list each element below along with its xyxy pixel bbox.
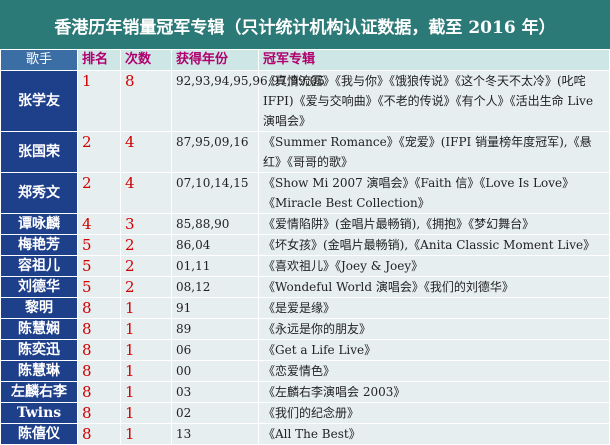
years-cell: 00 (172, 361, 258, 381)
albums-cell: 《永远是你的朋友》 (259, 319, 609, 339)
singer-cell: Twins (1, 403, 77, 423)
count-cell: 1 (121, 403, 171, 423)
table-row: 陈慧琳 8 1 00 《恋爱情色》 (1, 361, 609, 381)
count-cell: 3 (121, 214, 171, 234)
singer-cell: 陈奕迅 (1, 340, 77, 360)
singer-cell: 梅艳芳 (1, 235, 77, 255)
count-cell: 1 (121, 340, 171, 360)
singer-cell: 刘德华 (1, 277, 77, 297)
singer-cell: 张国荣 (1, 132, 77, 172)
count-cell: 1 (121, 382, 171, 402)
albums-cell: 《爱情陷阱》(金唱片最畅销),《拥抱》《梦幻舞台》 (259, 214, 609, 234)
count-cell: 8 (121, 71, 171, 131)
header-row: 歌手 排名 次数 获得年份 冠军专辑 (1, 50, 609, 70)
singer-cell: 张学友 (1, 71, 77, 131)
table-row: 容祖儿 5 2 01,11 《喜欢祖儿》《Joey & Joey》 (1, 256, 609, 276)
years-cell: 07,10,14,15 (172, 173, 258, 213)
albums-cell: 《All The Best》 (259, 424, 609, 444)
rank-cell: 8 (78, 298, 120, 318)
years-cell: 02 (172, 403, 258, 423)
albums-cell: 《我们的纪念册》 (259, 403, 609, 423)
years-cell: 08,12 (172, 277, 258, 297)
rank-cell: 8 (78, 424, 120, 444)
rank-cell: 2 (78, 173, 120, 213)
albums-cell: 《坏女孩》(金唱片最畅销),《Anita Classic Moment Live… (259, 235, 609, 255)
singer-cell: 左麟右李 (1, 382, 77, 402)
count-cell: 1 (121, 319, 171, 339)
column-header: 排名 (78, 50, 120, 70)
count-cell: 2 (121, 256, 171, 276)
rank-cell: 2 (78, 132, 120, 172)
albums-cell: 《真情流露》《我与你》《饿狼传说》《这个冬天不太冷》(叱咤 IFPI)《爱与交响… (259, 71, 609, 131)
singer-cell: 陈慧娴 (1, 319, 77, 339)
albums-cell: 《Show Mi 2007 演唱会》《Faith 信》《Love Is Love… (259, 173, 609, 213)
rank-cell: 8 (78, 319, 120, 339)
table-row: 陈奕迅 8 1 06 《Get a Life Live》 (1, 340, 609, 360)
albums-cell: 《喜欢祖儿》《Joey & Joey》 (259, 256, 609, 276)
rank-cell: 5 (78, 277, 120, 297)
rank-cell: 5 (78, 256, 120, 276)
years-cell: 89 (172, 319, 258, 339)
years-cell: 92,93,94,95,96,97,99,05 (172, 71, 325, 131)
albums-cell: 《左麟右李演唱会 2003》 (259, 382, 609, 402)
table-row: 张学友 1 8 92,93,94,95,96,97,99,05 《真情流露》《我与你》《… (1, 71, 609, 131)
title: 香港历年销量冠军专辑（只计统计机构认证数据，截至 2016 年） (0, 0, 610, 50)
table-row: 谭咏麟 4 3 85,88,90 《爱情陷阱》(金唱片最畅销),《拥抱》《梦幻舞台》 (1, 214, 609, 234)
singer-cell: 黎明 (1, 298, 77, 318)
years-cell: 86,04 (172, 235, 258, 255)
years-cell: 13 (172, 424, 258, 444)
rank-cell: 4 (78, 214, 120, 234)
rank-cell: 8 (78, 403, 120, 423)
table-row: Twins 8 1 02 《我们的纪念册》 (1, 403, 609, 423)
column-header: 歌手 (1, 50, 77, 70)
rank-cell: 8 (78, 382, 120, 402)
singer-cell: 郑秀文 (1, 173, 77, 213)
albums-cell: 《Summer Romance》《宠爱》(IFPI 销量榜年度冠军),《悬红》《… (259, 132, 609, 172)
albums-cell: 《Get a Life Live》 (259, 340, 609, 360)
table-row: 陈慧娴 8 1 89 《永远是你的朋友》 (1, 319, 609, 339)
years-cell: 03 (172, 382, 258, 402)
albums-cell: 《是爱是缘》 (259, 298, 609, 318)
singer-cell: 陈慧琳 (1, 361, 77, 381)
column-header: 次数 (121, 50, 171, 70)
count-cell: 4 (121, 173, 171, 213)
singer-cell: 陈僖仪 (1, 424, 77, 444)
rank-cell: 1 (78, 71, 120, 131)
table-body: 张学友 1 8 92,93,94,95,96,97,99,05 《真情流露》《我与你》《… (1, 71, 609, 444)
years-cell: 01,11 (172, 256, 258, 276)
singer-cell: 谭咏麟 (1, 214, 77, 234)
rank-cell: 8 (78, 340, 120, 360)
albums-cell: 《Wondeful World 演唱会》《我们的刘德华》 (259, 277, 609, 297)
count-cell: 1 (121, 361, 171, 381)
table-row: 黎明 8 1 91 《是爱是缘》 (1, 298, 609, 318)
rank-cell: 8 (78, 361, 120, 381)
table-row: 郑秀文 2 4 07,10,14,15 《Show Mi 2007 演唱会》《Faith… (1, 173, 609, 213)
column-header: 获得年份 (172, 50, 258, 70)
years-cell: 91 (172, 298, 258, 318)
table-row: 梅艳芳 5 2 86,04 《坏女孩》(金唱片最畅销),《Anita Classic M… (1, 235, 609, 255)
count-cell: 1 (121, 424, 171, 444)
table-row: 陈僖仪 8 1 13 《All The Best》 (1, 424, 609, 444)
count-cell: 2 (121, 277, 171, 297)
rank-cell: 5 (78, 235, 120, 255)
years-cell: 85,88,90 (172, 214, 258, 234)
table-row: 张国荣 2 4 87,95,09,16 《Summer Romance》《宠爱》(IFP… (1, 132, 609, 172)
singer-cell: 容祖儿 (1, 256, 77, 276)
table-row: 左麟右李 8 1 03 《左麟右李演唱会 2003》 (1, 382, 609, 402)
table: 歌手 排名 次数 获得年份 冠军专辑 张学友 1 8 92,93,94,95,96,97,99… (0, 49, 610, 445)
years-cell: 87,95,09,16 (172, 132, 258, 172)
years-cell: 06 (172, 340, 258, 360)
count-cell: 1 (121, 298, 171, 318)
column-header: 冠军专辑 (259, 50, 609, 70)
albums-cell: 《恋爱情色》 (259, 361, 609, 381)
count-cell: 2 (121, 235, 171, 255)
count-cell: 4 (121, 132, 171, 172)
table-row: 刘德华 5 2 08,12 《Wondeful World 演唱会》《我们的刘德华》 (1, 277, 609, 297)
